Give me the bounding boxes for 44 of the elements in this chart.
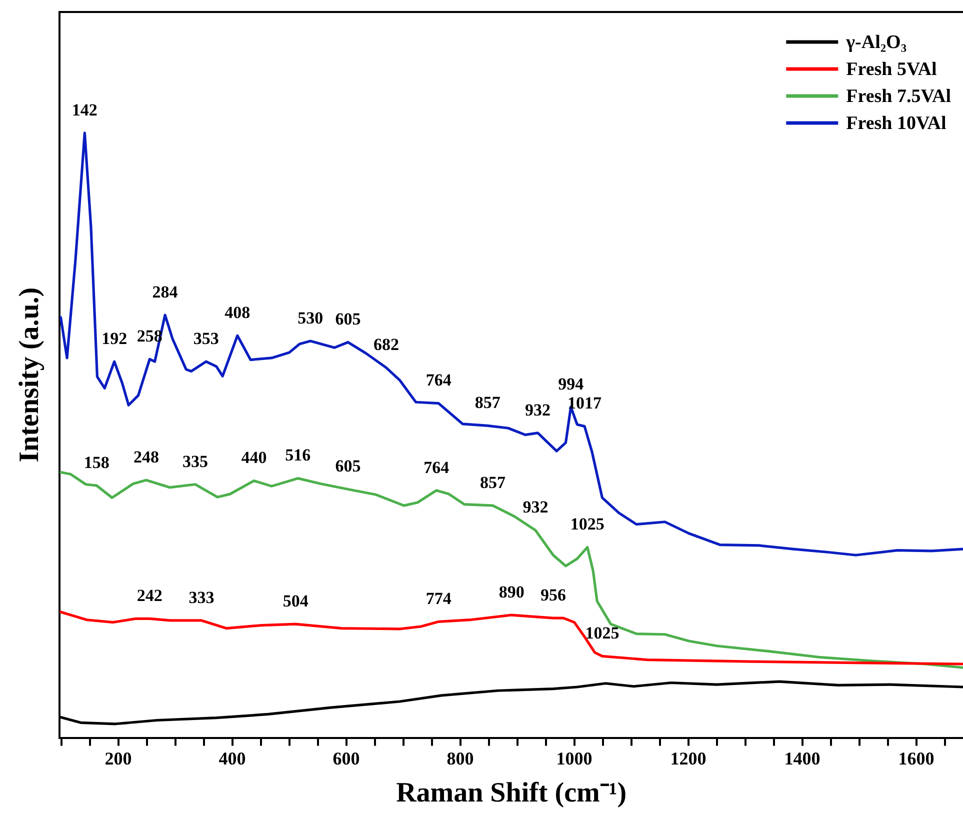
x-tick-label: 400 xyxy=(218,748,246,768)
x-axis-title: Raman Shift (cm⁻¹) xyxy=(396,777,627,808)
legend-label: γ-Al₂O₃ xyxy=(845,32,907,53)
annotation: 932 xyxy=(525,400,551,420)
annotation: 284 xyxy=(152,282,178,302)
annotation: 142 xyxy=(72,100,98,120)
annotation: 335 xyxy=(182,452,208,471)
annotation: 682 xyxy=(373,335,399,354)
y-axis-title: Intensity (a.u.) xyxy=(14,287,46,462)
annotation: 440 xyxy=(241,448,267,468)
annotation: 764 xyxy=(426,370,452,390)
annotation: 774 xyxy=(426,589,452,608)
annotation: 994 xyxy=(558,374,584,394)
legend-label: Fresh 7.5VAl xyxy=(846,86,952,107)
annotation: 605 xyxy=(335,310,361,329)
annotation: 333 xyxy=(188,588,214,607)
x-tick-label: 600 xyxy=(332,748,360,768)
annotation: 530 xyxy=(298,308,324,328)
annotation: 956 xyxy=(540,585,566,604)
annotation: 353 xyxy=(193,328,219,348)
x-tick-label: 800 xyxy=(446,748,474,768)
x-tick-label: 1400 xyxy=(784,748,820,768)
annotation: 192 xyxy=(102,328,128,348)
annotation: 408 xyxy=(224,302,250,322)
annotation: 248 xyxy=(133,448,159,467)
annotation: 932 xyxy=(522,498,548,517)
annotation: 1025 xyxy=(570,514,604,534)
annotation: 1017 xyxy=(568,394,602,413)
annotation: 890 xyxy=(498,582,524,602)
annotation: 504 xyxy=(282,591,309,610)
x-tick-label: 1000 xyxy=(556,748,592,768)
x-tick-label: 200 xyxy=(104,748,132,768)
annotation: 242 xyxy=(136,586,162,606)
x-tick-label: 1600 xyxy=(898,748,934,768)
annotation: 516 xyxy=(285,446,311,465)
legend-label: Fresh 10VAl xyxy=(846,112,946,134)
annotation: 605 xyxy=(335,456,361,476)
legend-label: Fresh 5VAl xyxy=(846,58,937,80)
annotation: 857 xyxy=(480,472,506,492)
x-tick-label: 1200 xyxy=(670,748,706,768)
annotation: 857 xyxy=(474,393,501,412)
annotation: 1025 xyxy=(585,624,620,643)
annotation: 158 xyxy=(84,452,110,472)
annotation: 764 xyxy=(424,458,450,477)
